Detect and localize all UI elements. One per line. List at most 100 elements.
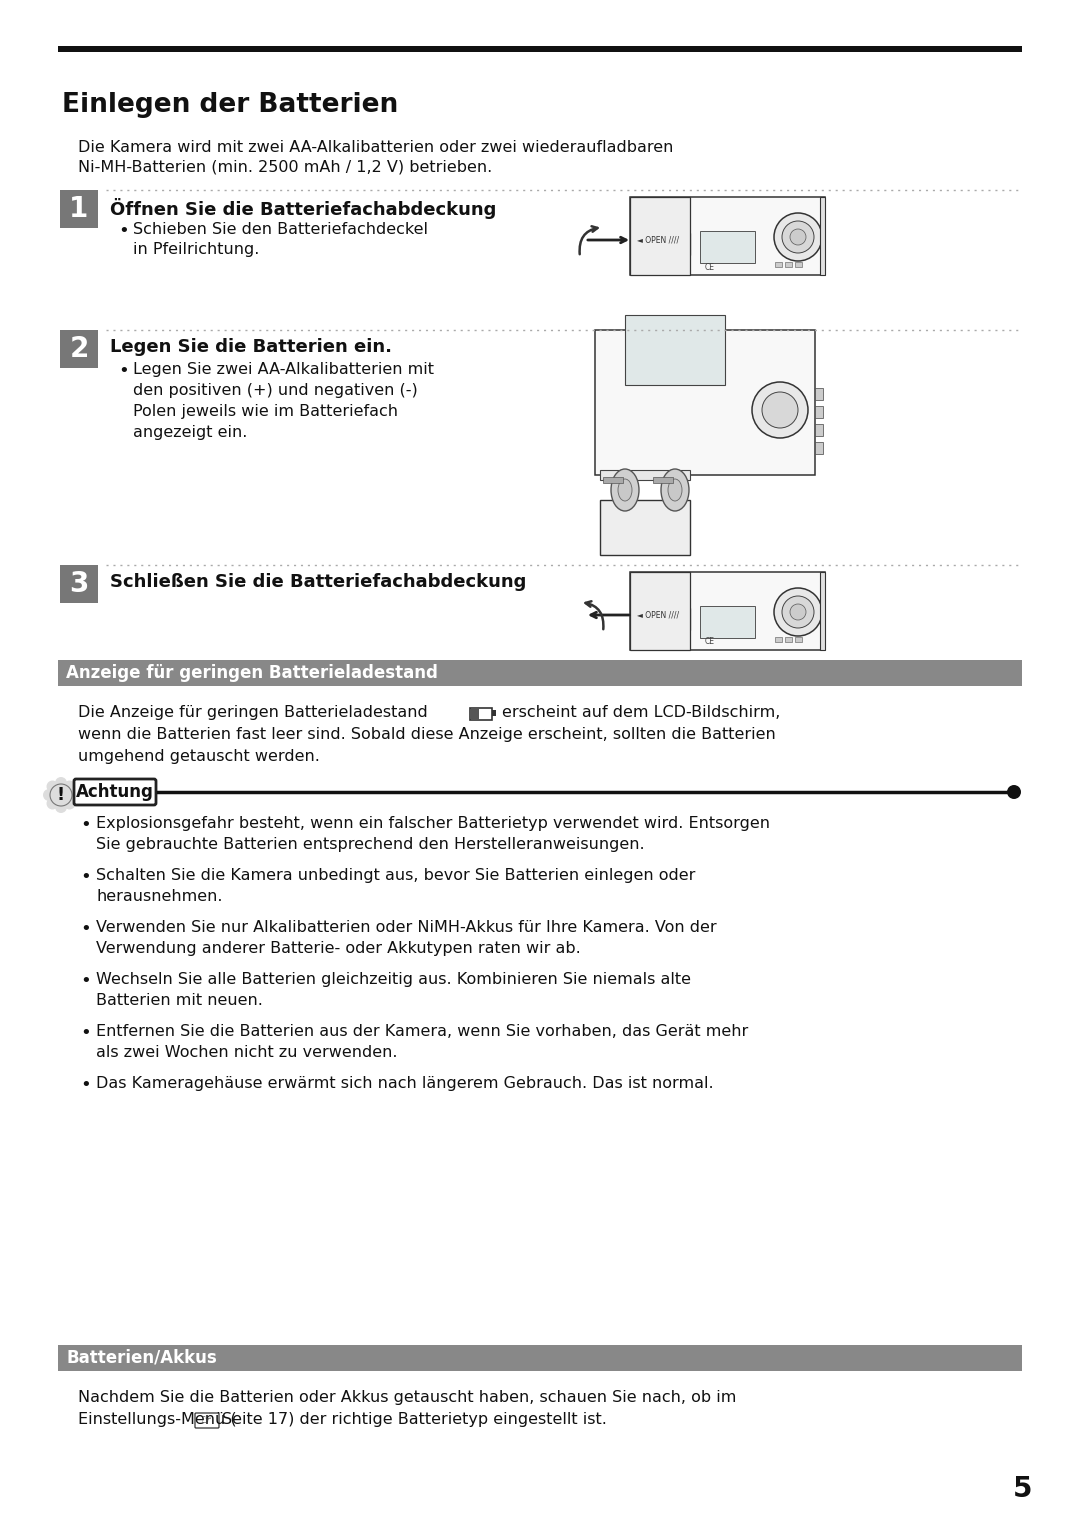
- Text: Die Anzeige für geringen Batterieladestand: Die Anzeige für geringen Batterieladesta…: [78, 705, 428, 721]
- Circle shape: [782, 221, 814, 253]
- Text: Einlegen der Batterien: Einlegen der Batterien: [62, 92, 399, 118]
- Text: Schalten Sie die Kamera unbedingt aus, bevor Sie Batterien einlegen oder: Schalten Sie die Kamera unbedingt aus, b…: [96, 867, 696, 883]
- Text: Seite 17) der richtige Batterietyp eingestellt ist.: Seite 17) der richtige Batterietyp einge…: [222, 1412, 607, 1428]
- Circle shape: [55, 802, 67, 812]
- Bar: [60, 330, 98, 368]
- Text: Sie gebrauchte Batterien entsprechend den Herstelleranweisungen.: Sie gebrauchte Batterien entsprechend de…: [96, 837, 645, 852]
- Text: •: •: [80, 1077, 91, 1093]
- Text: umgehend getauscht werden.: umgehend getauscht werden.: [78, 750, 320, 764]
- Circle shape: [46, 780, 58, 793]
- Text: CE: CE: [705, 637, 715, 646]
- Bar: [815, 425, 823, 437]
- Text: herausnehmen.: herausnehmen.: [96, 889, 222, 904]
- Ellipse shape: [669, 479, 681, 501]
- Circle shape: [774, 212, 822, 261]
- Text: ◄ OPEN ////: ◄ OPEN ////: [637, 611, 679, 620]
- Text: Verwenden Sie nur Alkalibatterien oder NiMH-Akkus für Ihre Kamera. Von der: Verwenden Sie nur Alkalibatterien oder N…: [96, 919, 717, 935]
- FancyBboxPatch shape: [630, 573, 825, 651]
- Text: angezeigt ein.: angezeigt ein.: [133, 425, 247, 440]
- Bar: [700, 606, 755, 638]
- Bar: [600, 499, 690, 554]
- Text: 3: 3: [69, 570, 89, 599]
- Bar: [653, 476, 673, 483]
- FancyBboxPatch shape: [595, 330, 815, 475]
- Text: •: •: [80, 1025, 91, 1041]
- Text: Entfernen Sie die Batterien aus der Kamera, wenn Sie vorhaben, das Gerät mehr: Entfernen Sie die Batterien aus der Kame…: [96, 1025, 748, 1038]
- Circle shape: [782, 596, 814, 628]
- Bar: [785, 263, 792, 267]
- Text: in Pfeilrichtung.: in Pfeilrichtung.: [133, 241, 259, 257]
- Bar: [775, 637, 782, 641]
- Text: !: !: [57, 786, 65, 805]
- Bar: [815, 406, 823, 418]
- Circle shape: [1007, 785, 1021, 799]
- Bar: [700, 231, 755, 263]
- Circle shape: [64, 780, 76, 793]
- Text: CE: CE: [705, 263, 715, 272]
- Text: Schließen Sie die Batteriefachabdeckung: Schließen Sie die Batteriefachabdeckung: [110, 573, 526, 591]
- Text: 1: 1: [69, 195, 89, 223]
- Circle shape: [789, 229, 806, 244]
- Text: Anzeige für geringen Batterieladestand: Anzeige für geringen Batterieladestand: [66, 664, 437, 683]
- Text: Polen jeweils wie im Batteriefach: Polen jeweils wie im Batteriefach: [133, 405, 399, 418]
- Text: Nachdem Sie die Batterien oder Akkus getauscht haben, schauen Sie nach, ob im: Nachdem Sie die Batterien oder Akkus get…: [78, 1390, 737, 1405]
- Circle shape: [64, 797, 76, 809]
- Circle shape: [789, 605, 806, 620]
- Bar: [815, 441, 823, 454]
- FancyBboxPatch shape: [75, 779, 156, 805]
- Bar: [630, 573, 690, 651]
- Bar: [785, 637, 792, 641]
- Text: Batterien mit neuen.: Batterien mit neuen.: [96, 993, 262, 1008]
- Ellipse shape: [611, 469, 639, 512]
- Text: Verwendung anderer Batterie- oder Akkutypen raten wir ab.: Verwendung anderer Batterie- oder Akkuty…: [96, 941, 581, 956]
- Bar: [795, 263, 802, 267]
- Circle shape: [55, 777, 67, 789]
- Circle shape: [762, 392, 798, 428]
- Circle shape: [774, 588, 822, 637]
- Bar: [625, 315, 725, 385]
- Text: Öffnen Sie die Batteriefachabdeckung: Öffnen Sie die Batteriefachabdeckung: [110, 199, 497, 218]
- FancyBboxPatch shape: [630, 197, 825, 275]
- Text: erscheint auf dem LCD-Bildschirm,: erscheint auf dem LCD-Bildschirm,: [502, 705, 781, 721]
- FancyBboxPatch shape: [195, 1412, 219, 1428]
- Bar: [600, 470, 690, 479]
- Bar: [470, 709, 492, 721]
- Bar: [815, 388, 823, 400]
- Text: wenn die Batterien fast leer sind. Sobald diese Anzeige erscheint, sollten die B: wenn die Batterien fast leer sind. Sobal…: [78, 727, 775, 742]
- Bar: [60, 189, 98, 228]
- Text: Batterien/Akkus: Batterien/Akkus: [66, 1348, 217, 1367]
- Bar: [775, 263, 782, 267]
- Text: Wechseln Sie alle Batterien gleichzeitig aus. Kombinieren Sie niemals alte: Wechseln Sie alle Batterien gleichzeitig…: [96, 973, 691, 986]
- Text: Achtung: Achtung: [76, 783, 154, 802]
- Bar: [60, 565, 98, 603]
- Circle shape: [50, 783, 72, 806]
- Text: Ni-MH-Batterien (min. 2500 mAh / 1,2 V) betrieben.: Ni-MH-Batterien (min. 2500 mAh / 1,2 V) …: [78, 160, 492, 176]
- Bar: [58, 1345, 1022, 1371]
- Bar: [603, 476, 623, 483]
- Text: Explosionsgefahr besteht, wenn ein falscher Batterietyp verwendet wird. Entsorge: Explosionsgefahr besteht, wenn ein falsc…: [96, 815, 770, 831]
- Text: •: •: [80, 867, 91, 886]
- Text: Schieben Sie den Batteriefachdeckel: Schieben Sie den Batteriefachdeckel: [133, 221, 428, 237]
- Text: den positiven (+) und negativen (-): den positiven (+) und negativen (-): [133, 383, 418, 399]
- Bar: [58, 660, 1022, 686]
- Ellipse shape: [661, 469, 689, 512]
- Text: 5: 5: [1013, 1475, 1032, 1503]
- Text: Legen Sie die Batterien ein.: Legen Sie die Batterien ein.: [110, 337, 392, 356]
- Bar: [492, 710, 496, 716]
- Text: •: •: [80, 973, 91, 989]
- Bar: [630, 197, 690, 275]
- Text: •: •: [118, 221, 129, 240]
- Bar: [795, 637, 802, 641]
- Text: Die Kamera wird mit zwei AA-Alkalibatterien oder zwei wiederaufladbaren: Die Kamera wird mit zwei AA-Alkalibatter…: [78, 140, 673, 156]
- Bar: [58, 46, 1022, 52]
- Bar: [471, 709, 480, 719]
- Text: als zwei Wochen nicht zu verwenden.: als zwei Wochen nicht zu verwenden.: [96, 1044, 397, 1060]
- Text: 2: 2: [69, 334, 89, 363]
- Bar: [820, 573, 825, 651]
- Text: Einstellungs-Menü (: Einstellungs-Menü (: [78, 1412, 237, 1428]
- Circle shape: [46, 797, 58, 809]
- Circle shape: [67, 789, 79, 802]
- Bar: [635, 234, 690, 255]
- Ellipse shape: [618, 479, 632, 501]
- Text: ☞: ☞: [201, 1414, 213, 1428]
